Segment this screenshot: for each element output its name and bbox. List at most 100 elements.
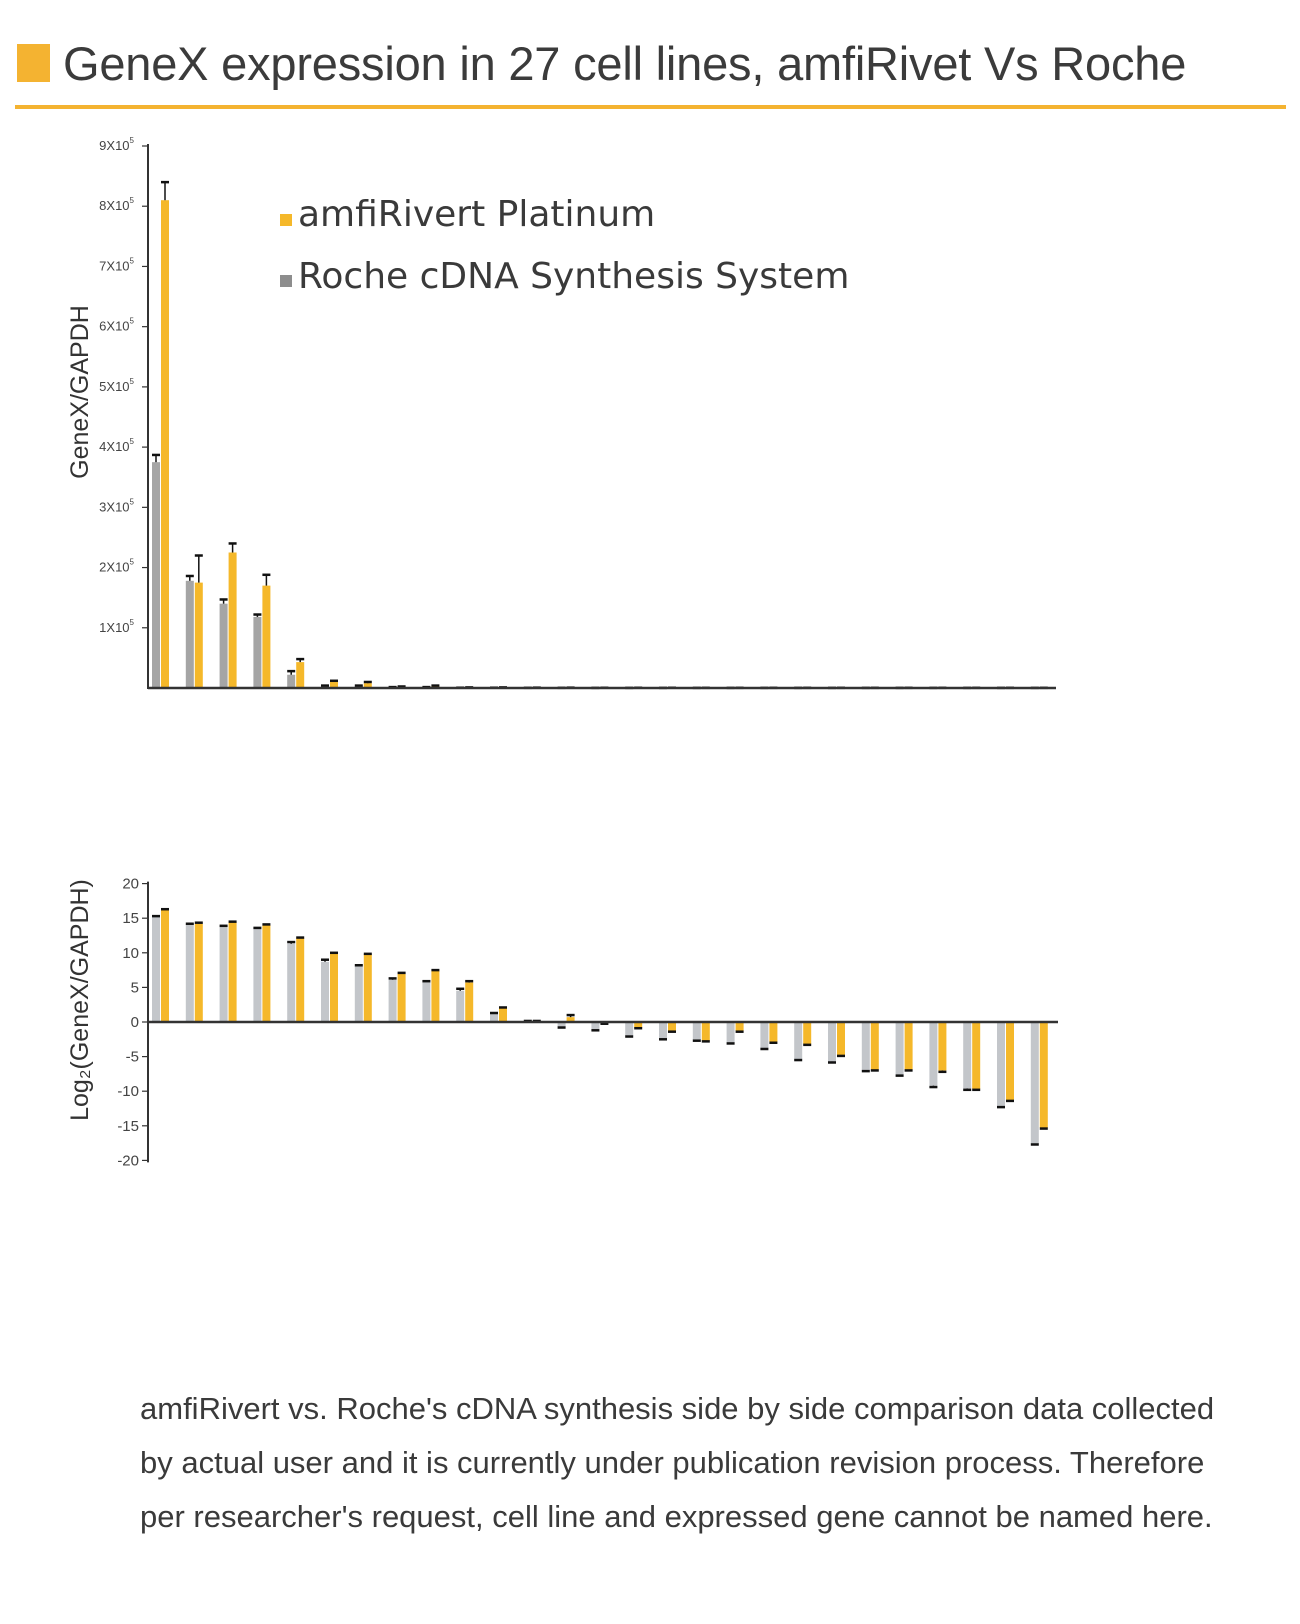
- bottom-bar-roche-24: [929, 1022, 938, 1086]
- bottom-bar-roche-25: [963, 1022, 972, 1089]
- top-y-ticks: 1X105 2X105 3X105 4X105 5X105 6X105 7X105 8X105…: [99, 136, 148, 635]
- header-accent-square: [17, 44, 50, 82]
- legend-swatch-amfi: [280, 214, 292, 226]
- bottom-bar-amfi-5: [296, 938, 305, 1022]
- bottom-bar-roche-16: [659, 1022, 667, 1039]
- top-ytick-label-2: 3X105: [99, 497, 134, 514]
- bottom-bar-amfi-25: [972, 1022, 981, 1090]
- top-ytick-exp-8: 5: [130, 136, 135, 145]
- bottom-bar-amfi-18: [735, 1022, 744, 1031]
- top-bar-amfi-3: [228, 552, 237, 688]
- bottom-bar-amfi-9: [431, 970, 440, 1022]
- bottom-bar-roche-27: [1030, 1022, 1039, 1144]
- top-ytick-label-0: 1X105: [99, 618, 134, 635]
- top-bar-amfi-7: [363, 683, 372, 688]
- bottom-bar-roche-26: [997, 1022, 1005, 1107]
- bottom-ytick-label-4: 0: [131, 1014, 139, 1031]
- bottom-bar-roche-2: [185, 924, 194, 1022]
- top-ytick-exp-5: 5: [130, 317, 135, 326]
- bottom-bar-amfi-1: [161, 909, 169, 1022]
- legend-swatch-roche: [280, 275, 292, 287]
- charts-canvas: GeneX/GAPDH 1X105 2X105 3X105 4X105 5X105 6X1…: [66, 136, 1058, 1169]
- bottom-ytick-label-3: 5: [131, 979, 139, 996]
- bottom-bar-amfi-3: [228, 922, 237, 1022]
- bottom-ytick-label-0: 20: [122, 876, 139, 893]
- bottom-bar-amfi-7: [363, 954, 372, 1022]
- top-ytick-exp-1: 5: [130, 558, 135, 567]
- top-ytick-exp-2: 5: [130, 497, 135, 506]
- top-bar-amfi-6: [330, 681, 338, 688]
- bottom-bar-roche-11: [490, 1013, 498, 1022]
- bottom-bar-roche-9: [422, 981, 431, 1022]
- footnote: amfiRivert vs. Roche's cDNA synthesis si…: [140, 1391, 1215, 1534]
- bottom-bar-roche-20: [794, 1022, 803, 1060]
- bottom-ytick-label-7: -15: [117, 1118, 139, 1135]
- bottom-bar-amfi-24: [938, 1022, 947, 1071]
- bottom-bar-roche-13: [557, 1022, 566, 1027]
- bottom-bar-amfi-13: [566, 1017, 575, 1022]
- bottom-bar-roche-19: [760, 1022, 769, 1049]
- bottom-bar-amfi-15: [634, 1022, 643, 1028]
- bottom-ytick-label-1: 15: [122, 910, 139, 927]
- bottom-bar-amfi-6: [330, 953, 338, 1022]
- top-ytick-exp-4: 5: [130, 377, 135, 386]
- bottom-bar-amfi-16: [668, 1022, 676, 1031]
- bottom-bar-amfi-8: [397, 973, 406, 1022]
- top-bar-amfi-1: [161, 200, 169, 688]
- bottom-y-ticks: 20 15 10 5 0 -5 -10 -15 -20: [117, 876, 148, 1169]
- bottom-bar-roche-8: [388, 979, 397, 1022]
- page-title: GeneX expression in 27 cell lines, amfiR…: [63, 37, 1187, 90]
- bottom-ytick-label-5: -5: [126, 1049, 139, 1066]
- bottom-bar-roche-1: [152, 916, 160, 1022]
- bottom-bar-amfi-17: [701, 1022, 710, 1041]
- bottom-bar-roche-7: [354, 965, 363, 1022]
- bottom-bar-roche-22: [861, 1022, 870, 1071]
- bottom-bars: [152, 907, 1048, 1146]
- bottom-bar-roche-15: [625, 1022, 634, 1036]
- top-bar-roche-1: [152, 462, 160, 688]
- bottom-bar-roche-14: [591, 1022, 600, 1030]
- top-ytick-label-6: 7X105: [99, 256, 134, 273]
- top-ytick-exp-7: 5: [130, 196, 135, 205]
- top-bar-chart: GeneX/GAPDH 1X105 2X105 3X105 4X105 5X105 6X1…: [66, 136, 1056, 690]
- bottom-bar-amfi-23: [904, 1022, 913, 1070]
- bottom-bar-roche-5: [287, 943, 296, 1022]
- top-ytick-label-3: 4X105: [99, 437, 134, 454]
- top-ytick-label-7: 8X105: [99, 196, 134, 213]
- bottom-bar-amfi-19: [769, 1022, 778, 1043]
- bottom-bar-roche-10: [456, 990, 465, 1022]
- bottom-ytick-label-6: -10: [117, 1083, 139, 1100]
- bottom-bar-roche-17: [692, 1022, 701, 1040]
- bottom-axes: [147, 881, 1058, 1163]
- top-ytick-exp-6: 5: [130, 256, 135, 265]
- bottom-bar-roche-18: [726, 1022, 735, 1043]
- legend: amfiRivert Platinum Roche cDNA Synthesis…: [280, 194, 849, 297]
- bottom-bar-roche-3: [219, 926, 228, 1022]
- bottom-bar-amfi-27: [1039, 1022, 1048, 1128]
- bottom-bar-roche-21: [828, 1022, 836, 1062]
- top-bar-amfi-2: [194, 582, 203, 688]
- bottom-bar-amfi-4: [262, 925, 271, 1022]
- bottom-bar-roche-4: [253, 928, 262, 1022]
- bottom-bar-amfi-10: [465, 982, 474, 1022]
- top-ytick-exp-0: 5: [130, 618, 135, 627]
- header: GeneX expression in 27 cell lines, amfiR…: [0, 0, 1300, 110]
- top-axes: [147, 144, 1056, 690]
- top-bar-roche-2: [185, 580, 194, 688]
- top-y-axis-label: GeneX/GAPDH: [66, 305, 94, 479]
- bottom-ytick-label-8: -20: [117, 1152, 139, 1169]
- bottom-bar-amfi-21: [837, 1022, 845, 1056]
- legend-label-roche: Roche cDNA Synthesis System: [298, 256, 849, 297]
- bottom-bar-roche-23: [895, 1022, 904, 1075]
- bottom-y-axis-label: Log₂(GeneX/GAPDH): [66, 879, 94, 1121]
- header-divider: [15, 105, 1286, 109]
- bottom-bar-amfi-11: [499, 1008, 507, 1022]
- bottom-bar-amfi-2: [194, 923, 203, 1022]
- top-bar-roche-4: [253, 616, 262, 688]
- top-bar-amfi-4: [262, 585, 271, 688]
- top-ytick-exp-3: 5: [130, 437, 135, 446]
- top-bar-amfi-5: [296, 662, 305, 688]
- bottom-bar-amfi-22: [870, 1022, 879, 1070]
- top-ytick-label-1: 2X105: [99, 558, 134, 575]
- top-bar-roche-3: [219, 603, 228, 688]
